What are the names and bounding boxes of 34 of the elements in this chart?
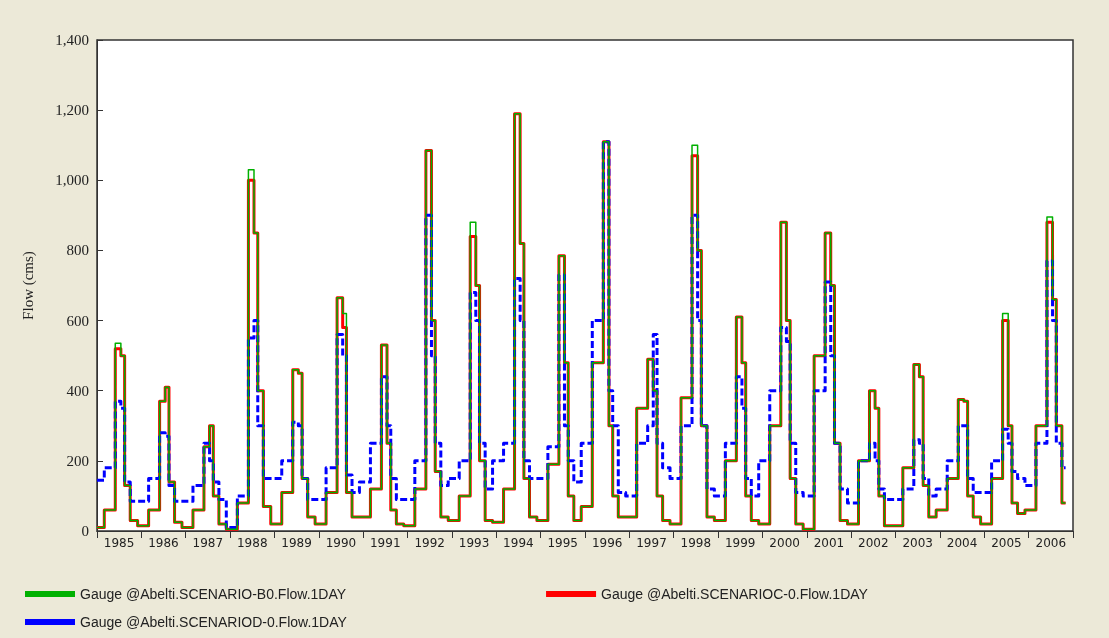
y-tick-label: 800 <box>66 242 89 259</box>
y-tick-label: 1,000 <box>55 172 89 189</box>
y-tick-label: 200 <box>66 452 89 469</box>
x-tick-label: 1992 <box>414 536 445 550</box>
x-tick-label: 1989 <box>281 536 312 550</box>
y-tick-label: 1,400 <box>55 32 89 48</box>
x-tick-label: 2000 <box>769 536 800 550</box>
x-tick-label: 1988 <box>236 536 268 550</box>
legend-label: Gauge @Abelti.SCENARIOC-0.Flow.1DAY <box>601 586 869 602</box>
y-tick-label: 400 <box>66 382 89 399</box>
x-tick-label: 1985 <box>103 536 135 550</box>
y-tick-label: 600 <box>66 312 89 329</box>
y-axis-title: Flow (cms) <box>19 251 37 320</box>
legend-label: Gauge @Abelti.SCENARIO-B0.Flow.1DAY <box>80 586 347 602</box>
x-tick-label: 1999 <box>724 536 756 550</box>
x-tick-label: 1991 <box>369 536 401 550</box>
x-tick-label: 2005 <box>991 536 1022 550</box>
x-tick-label: 2002 <box>858 536 889 550</box>
x-tick-label: 2004 <box>946 536 978 550</box>
legend-label: Gauge @Abelti.SCENARIOD-0.Flow.1DAY <box>80 614 348 630</box>
x-tick-label: 1987 <box>192 536 224 550</box>
x-tick-label: 1994 <box>503 536 534 550</box>
y-tick-label: 1,200 <box>55 102 89 119</box>
x-tick-label: 1993 <box>458 536 490 550</box>
x-tick-label: 1995 <box>547 536 578 550</box>
x-tick-label: 1986 <box>148 536 179 550</box>
x-tick-label: 1990 <box>325 536 357 550</box>
x-tick-label: 1997 <box>636 536 667 550</box>
x-tick-label: 1996 <box>591 536 623 550</box>
x-tick-label: 2001 <box>813 536 845 550</box>
x-tick-label: 2003 <box>902 536 933 550</box>
x-tick-label: 1998 <box>680 536 712 550</box>
x-tick-label: 2006 <box>1035 536 1067 550</box>
y-tick-label: 0 <box>81 523 89 539</box>
